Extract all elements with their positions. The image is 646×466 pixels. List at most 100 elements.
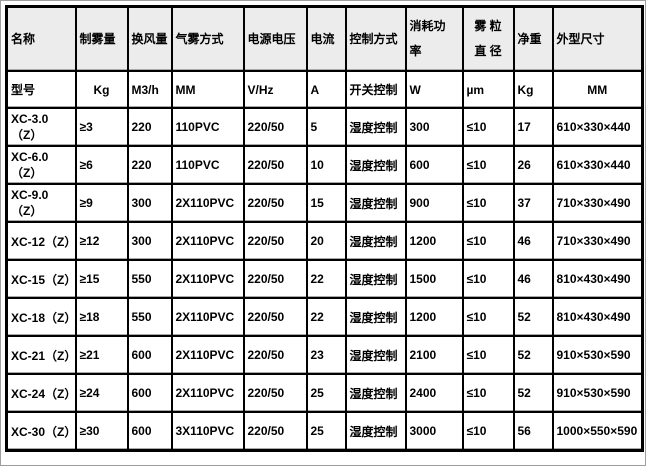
table-cell: 600	[126, 373, 173, 413]
table-cell: XC-21（Z）	[5, 335, 77, 375]
table-cell: 湿度控制	[344, 183, 407, 223]
table-cell: 600	[404, 145, 464, 185]
product-spec-table: 名称 制雾量 换风量 气雾方式 电源电压 电流 控制方式 消耗功 率雾 粒 直 径净重 外型尺寸…	[5, 5, 644, 452]
table-cell: 110PVC	[170, 145, 245, 185]
table-cell: 湿度控制	[344, 221, 407, 261]
table-cell: ≤10	[461, 183, 515, 223]
table-cell: 110PVC	[170, 107, 245, 147]
table-cell: 湿度控制	[344, 411, 407, 452]
header-cell: 电源电压	[242, 5, 308, 72]
table-cell: ≤10	[461, 335, 515, 375]
table-cell: 湿度控制	[344, 107, 407, 147]
table-cell: 湿度控制	[344, 373, 407, 413]
table-cell: ≥30	[74, 411, 129, 452]
table-cell: 220/50	[242, 107, 308, 147]
table-cell: 550	[126, 297, 173, 337]
table-cell: 220/50	[242, 411, 308, 452]
table-cell: 220/50	[242, 335, 308, 375]
table-cell: 23	[305, 335, 347, 375]
table-cell: 3X110PVC	[170, 411, 245, 452]
table-cell: 220/50	[242, 259, 308, 299]
table-cell: 2X110PVC	[170, 335, 245, 375]
table-cell: 220	[126, 145, 173, 185]
table-cell: 25	[305, 411, 347, 452]
table-cell: 2X110PVC	[170, 221, 245, 261]
table-cell: ≤10	[461, 297, 515, 337]
unit-cell: V/Hz	[242, 70, 308, 109]
table-cell: 1200	[404, 221, 464, 261]
table-cell: 2X110PVC	[170, 373, 245, 413]
table-body: XC-3.0（Z） ≥3 220 110PVC 220/50 5 湿度控制 300 ≤10 17 6…	[5, 107, 644, 452]
header-cell: 换风量	[126, 5, 173, 72]
header-cell: 名称	[5, 5, 77, 72]
table-cell: 220/50	[242, 183, 308, 223]
table-cell: 湿度控制	[344, 297, 407, 337]
header-cell: 外型尺寸	[551, 5, 644, 72]
table-cell: 220/50	[242, 373, 308, 413]
table-cell: ≤10	[461, 107, 515, 147]
table-row: XC-18（Z） ≥18 550 2X110PVC 220/50 22 湿度控制 1200 ≤1…	[5, 297, 644, 337]
table-row: XC-12（Z） ≥12 300 2X110PVC 220/50 20 湿度控制 1200 ≤1…	[5, 221, 644, 261]
table-cell: ≥18	[74, 297, 129, 337]
unit-cell: MM	[551, 70, 644, 109]
table-cell: ≤10	[461, 373, 515, 413]
table-cell: ≥24	[74, 373, 129, 413]
table-cell: 10	[305, 145, 347, 185]
table-cell: 22	[305, 259, 347, 299]
table-cell: 300	[404, 107, 464, 147]
unit-cell: A	[305, 70, 347, 109]
table-cell: 600	[126, 335, 173, 375]
table-cell: 湿度控制	[344, 335, 407, 375]
table-cell: ≤10	[461, 145, 515, 185]
header-cell: 控制方式	[344, 5, 407, 72]
table-cell: 220/50	[242, 221, 308, 261]
table-cell: XC-12（Z）	[5, 221, 77, 261]
table-cell: XC-9.0（Z）	[5, 183, 77, 223]
unit-cell: W	[404, 70, 464, 109]
table-cell: 220	[126, 107, 173, 147]
table-row: XC-21（Z） ≥21 600 2X110PVC 220/50 23 湿度控制 2100 ≤1…	[5, 335, 644, 375]
header-cell: 雾 粒 直 径	[461, 5, 515, 72]
table-cell: 26	[512, 145, 554, 185]
unit-cell: 型号	[5, 70, 77, 109]
table-cell: ≤10	[461, 221, 515, 261]
table-cell: ≥12	[74, 221, 129, 261]
table-cell: ≤10	[461, 259, 515, 299]
table-cell: 20	[305, 221, 347, 261]
table-cell: 17	[512, 107, 554, 147]
unit-cell: Kg	[512, 70, 554, 109]
table-cell: 810×430×490	[551, 259, 644, 299]
unit-cell: Kg	[74, 70, 129, 109]
table-cell: 900	[404, 183, 464, 223]
table-cell: ≥3	[74, 107, 129, 147]
unit-cell: MM	[170, 70, 245, 109]
table-cell: 52	[512, 297, 554, 337]
table-cell: XC-3.0（Z）	[5, 107, 77, 147]
header-cell: 消耗功 率	[404, 5, 464, 72]
table-cell: XC-30（Z）	[5, 411, 77, 452]
table-cell: 25	[305, 373, 347, 413]
table-cell: 910×530×590	[551, 373, 644, 413]
table-cell: 52	[512, 373, 554, 413]
table-cell: XC-6.0（Z）	[5, 145, 77, 185]
table-cell: ≥9	[74, 183, 129, 223]
table-cell: 22	[305, 297, 347, 337]
table-cell: 46	[512, 221, 554, 261]
table-cell: 1500	[404, 259, 464, 299]
table-cell: 46	[512, 259, 554, 299]
table-cell: 湿度控制	[344, 259, 407, 299]
table-cell: 2100	[404, 335, 464, 375]
header-row-titles: 名称 制雾量 换风量 气雾方式 电源电压 电流 控制方式 消耗功 率雾 粒 直 径净重 外型尺寸	[5, 5, 644, 72]
table-cell: 610×330×440	[551, 145, 644, 185]
table-cell: ≥21	[74, 335, 129, 375]
table-cell: ≤10	[461, 411, 515, 452]
table-row: XC-30（Z） ≥30 600 3X110PVC 220/50 25 湿度控制 3000 ≤1…	[5, 411, 644, 452]
unit-cell: µm	[461, 70, 515, 109]
table-cell: 300	[126, 221, 173, 261]
table-cell: 52	[512, 335, 554, 375]
table-cell: 810×430×490	[551, 297, 644, 337]
table-cell: ≥6	[74, 145, 129, 185]
table-cell: 910×530×590	[551, 335, 644, 375]
